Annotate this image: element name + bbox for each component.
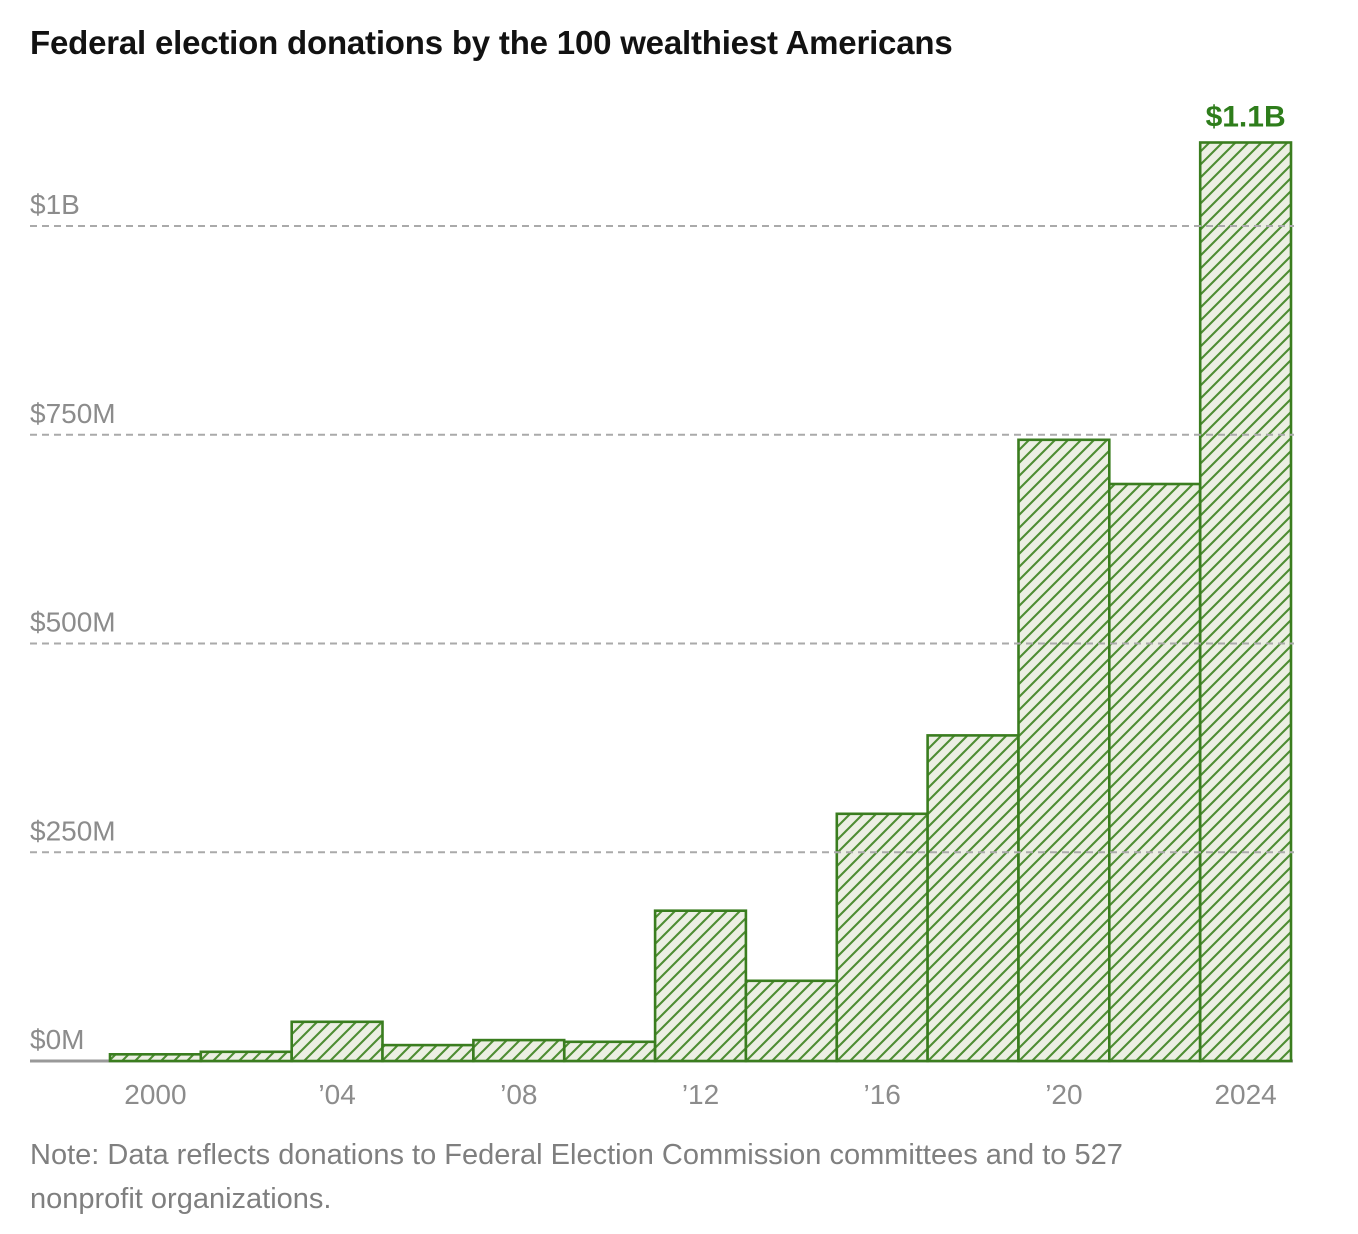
bar-2020: [1017, 438, 1111, 1063]
bar-2006: [381, 1043, 475, 1063]
footnote-line-1: Note: Data reflects donations to Federal…: [30, 1139, 1123, 1171]
y-tick-label: $0M: [30, 1024, 84, 1055]
y-tick-label: $250M: [30, 815, 116, 846]
x-tick-label: ’16: [864, 1079, 901, 1110]
bar-2016: [835, 812, 929, 1063]
x-tick-label: ’04: [318, 1079, 355, 1110]
bar-2004: [290, 1020, 384, 1063]
bar-2018: [926, 734, 1020, 1063]
chart-title: Federal election donations by the 100 we…: [30, 24, 953, 61]
bar-2012: [653, 909, 748, 1063]
bar-2010: [562, 1040, 657, 1063]
x-tick-label: ’08: [500, 1079, 537, 1110]
donations-bar-chart: $0M $250M $500M $750M $1B 2000 ’04 ’08 ’12 ’16 ’20…: [30, 101, 1294, 1110]
y-tick-label: $750M: [30, 398, 116, 429]
chart-footnote: Note: Data reflects donations to Federal…: [30, 1133, 1290, 1221]
x-tick-label: 2000: [124, 1079, 186, 1110]
bar-2008: [472, 1038, 566, 1063]
bar-2002: [199, 1050, 293, 1063]
bar-2024: [1198, 141, 1293, 1063]
y-tick-label: $1B: [30, 189, 80, 220]
x-tick-label: 2024: [1214, 1079, 1276, 1110]
bar-2014: [744, 979, 839, 1063]
y-tick-label: $500M: [30, 607, 116, 638]
bar-value-annotation: $1.1B: [1206, 101, 1286, 134]
bar-2022: [1108, 482, 1202, 1063]
x-tick-label: ’20: [1045, 1079, 1082, 1110]
footnote-line-2: nonprofit organizations.: [30, 1183, 332, 1215]
x-tick-label: ’12: [682, 1079, 719, 1110]
bar-2000: [108, 1053, 203, 1063]
